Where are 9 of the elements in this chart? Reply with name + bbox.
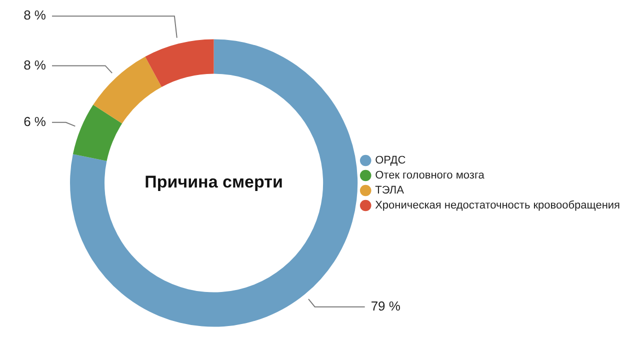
- legend-label: Хроническая недостаточность кровообращения: [375, 200, 620, 212]
- data-label: 6 %: [24, 114, 46, 129]
- data-label: 79 %: [370, 298, 401, 314]
- legend-label: Отек головного мозга: [375, 170, 486, 182]
- legend-label: ОРДС: [375, 154, 406, 167]
- data-label: 8 %: [24, 8, 46, 23]
- legend-label: ТЭЛА: [375, 184, 405, 197]
- data-label: 8 %: [24, 57, 46, 72]
- text: Причина смерти: [144, 172, 283, 192]
